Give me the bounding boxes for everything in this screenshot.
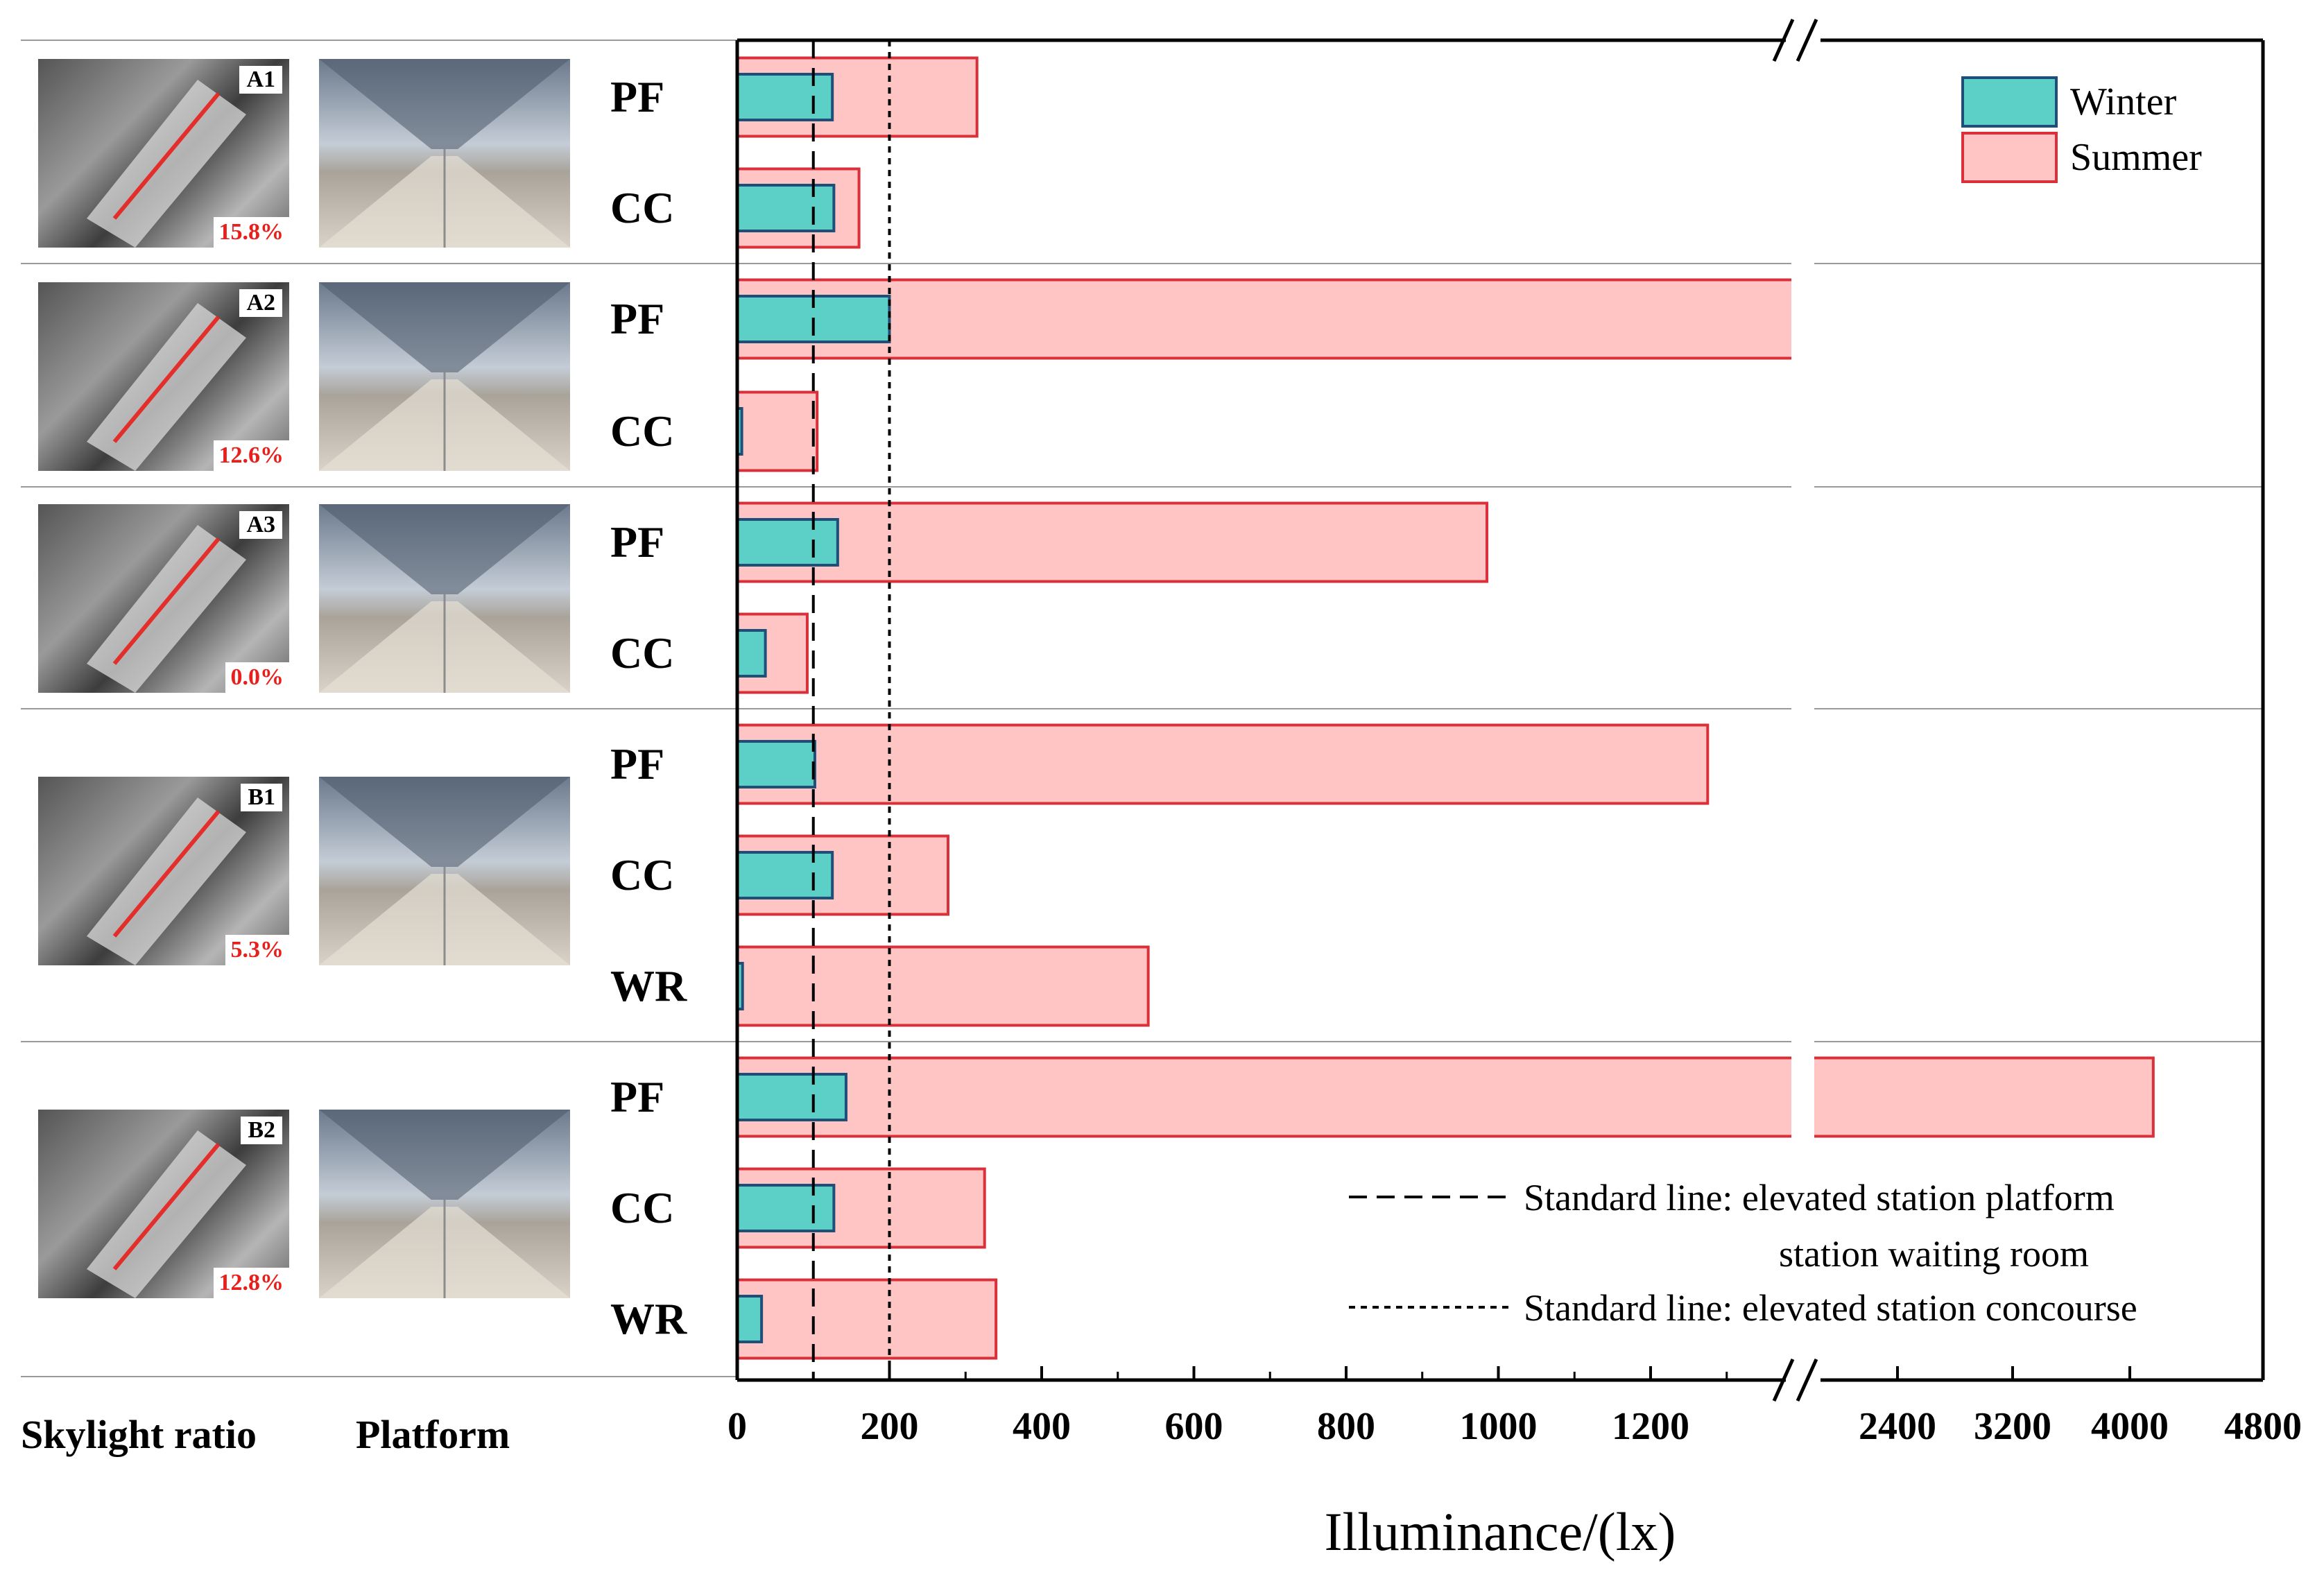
x-tick-label: 1200 — [1612, 1405, 1689, 1448]
legend-dashed-label-line2: station waiting room — [1779, 1233, 2089, 1275]
x-tick-label: 3200 — [1974, 1405, 2051, 1448]
x-tick-label: 2400 — [1859, 1405, 1936, 1448]
skylight-ratio-value: 12.6% — [213, 440, 289, 471]
legend-winter-label: Winter — [2070, 80, 2177, 123]
winter-bar — [736, 1073, 847, 1121]
legend-summer-label: Summer — [2070, 136, 2202, 179]
summer-bar — [736, 945, 1150, 1027]
winter-bar — [736, 184, 836, 232]
skylight-ratio-header: Skylight ratio — [21, 1412, 257, 1457]
summer-bar — [736, 723, 1710, 805]
x-tick-label: 4000 — [2091, 1405, 2169, 1448]
aerial-image: A3 0.0% — [38, 504, 289, 693]
summer-bar — [736, 501, 1489, 583]
winter-bar — [736, 851, 834, 899]
axis-break-mark — [1772, 1358, 1795, 1402]
axis-break-gap — [1791, 42, 1814, 1379]
legend-summer-swatch — [1961, 132, 2058, 183]
station-id-label: A3 — [239, 511, 282, 539]
summer-bar — [736, 390, 819, 472]
category-label-wr: WR — [610, 961, 687, 1010]
platform-photo — [319, 1110, 570, 1298]
summer-bar — [736, 1056, 2155, 1138]
aerial-image: B1 5.3% — [38, 777, 289, 965]
axis-break-mark — [1796, 1358, 1818, 1402]
summer-bar — [736, 1278, 998, 1360]
x-tick-label: 4800 — [2224, 1405, 2302, 1448]
station-id-label: A2 — [239, 289, 282, 317]
category-label-pf: PF — [610, 294, 665, 343]
station-id-label: B1 — [241, 784, 282, 811]
category-label-cc: CC — [610, 183, 675, 232]
x-axis-label: Illuminance/(lx) — [1325, 1501, 1676, 1562]
platform-photo — [319, 282, 570, 471]
x-tick-label: 400 — [1013, 1405, 1071, 1448]
station-id-label: A1 — [239, 66, 282, 94]
x-tick-label: 200 — [861, 1405, 919, 1448]
skylight-ratio-value: 0.0% — [225, 662, 289, 693]
category-label-pf: PF — [610, 739, 665, 788]
category-label-wr: WR — [610, 1294, 687, 1343]
winter-bar — [736, 1184, 836, 1232]
category-label-cc: CC — [610, 1183, 675, 1232]
skylight-ratio-value: 15.8% — [213, 217, 289, 248]
legend-winter-swatch — [1961, 76, 2058, 128]
aerial-image: A2 12.6% — [38, 282, 289, 471]
winter-bar — [736, 1295, 764, 1343]
category-label-pf: PF — [610, 517, 665, 567]
axis-break-mark — [1772, 18, 1795, 62]
category-label-cc: CC — [610, 850, 675, 899]
category-label-pf: PF — [610, 72, 665, 121]
summer-bar — [736, 278, 1802, 360]
summer-bar — [736, 56, 979, 138]
x-tick-label: 600 — [1165, 1405, 1223, 1448]
platform-photo — [319, 504, 570, 693]
winter-bar — [736, 518, 839, 567]
x-tick-label: 1000 — [1460, 1405, 1538, 1448]
aerial-image: B2 12.8% — [38, 1110, 289, 1298]
x-tick-label: 0 — [728, 1405, 747, 1448]
winter-bar — [736, 740, 816, 788]
skylight-ratio-value: 12.8% — [213, 1268, 289, 1298]
platform-photo — [319, 59, 570, 248]
category-label-cc: CC — [610, 406, 675, 456]
legend-dotted-label: Standard line: elevated station concours… — [1524, 1287, 2137, 1329]
platform-header: Platform — [356, 1412, 510, 1457]
winter-bar — [736, 629, 767, 678]
x-tick-label: 800 — [1317, 1405, 1375, 1448]
aerial-image: A1 15.8% — [38, 59, 289, 248]
skylight-ratio-value: 5.3% — [225, 935, 289, 965]
axis-break-mark — [1796, 18, 1818, 62]
winter-bar — [736, 73, 834, 121]
platform-photo — [319, 777, 570, 965]
station-id-label: B2 — [241, 1117, 282, 1144]
category-label-pf: PF — [610, 1072, 665, 1121]
legend-dashed-label: Standard line: elevated station platform — [1524, 1177, 2115, 1218]
category-label-cc: CC — [610, 628, 675, 678]
